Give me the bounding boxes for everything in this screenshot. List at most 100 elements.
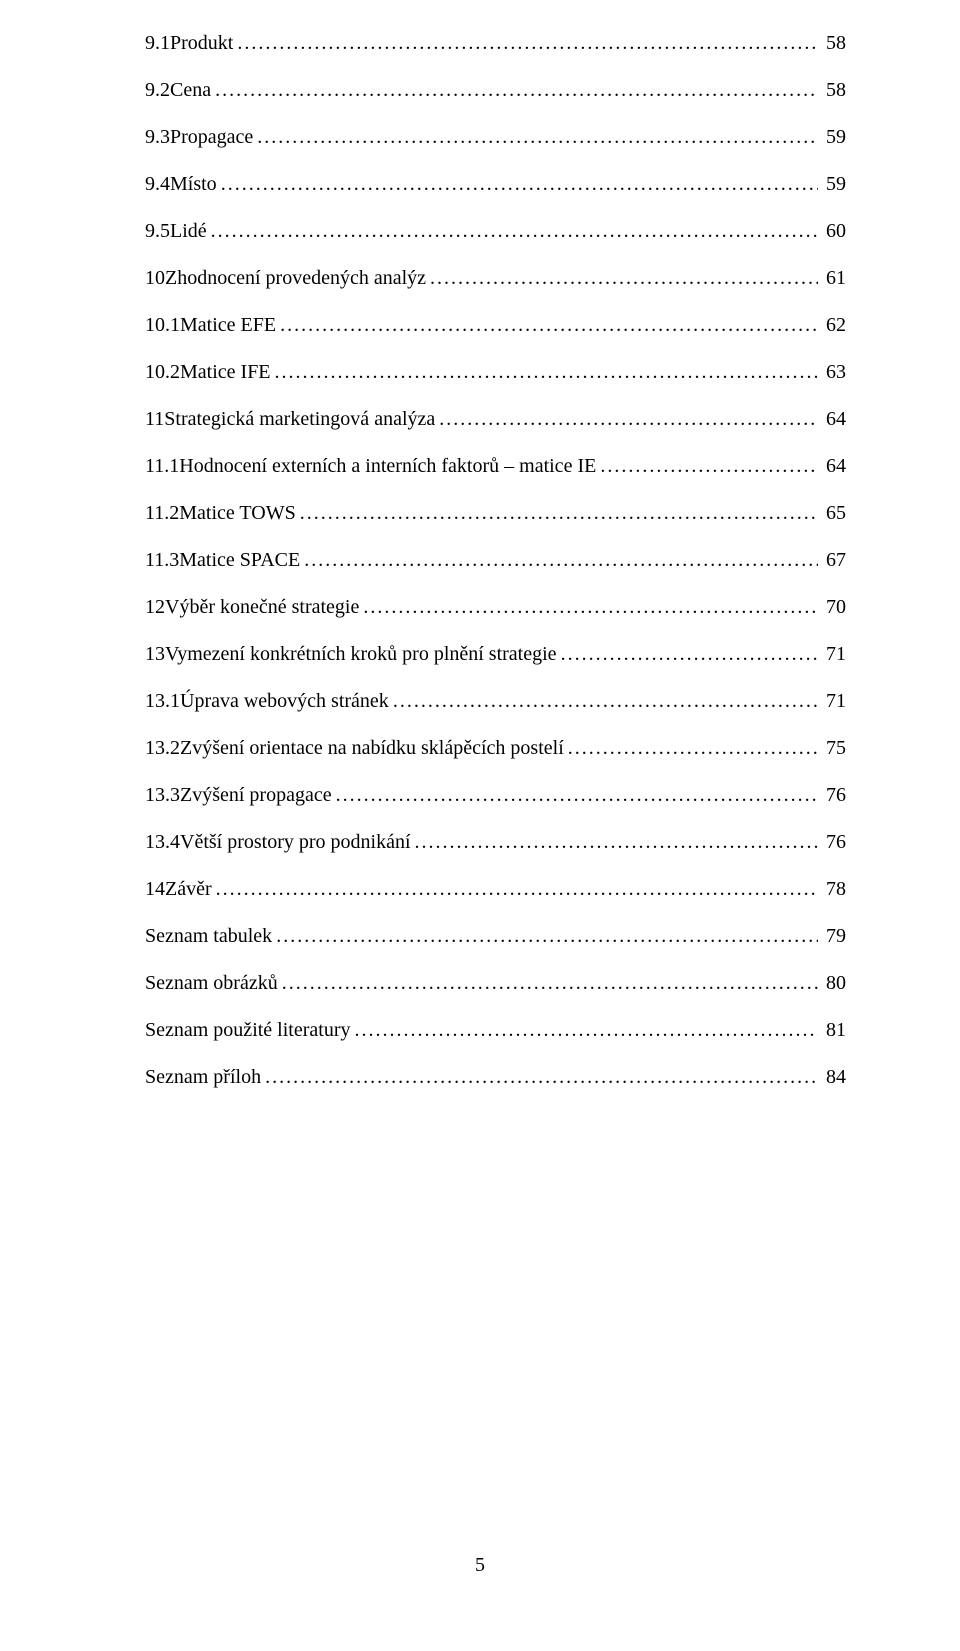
toc-entry-label: 11.3 [145, 537, 179, 584]
toc-entry: 9.3 Propagace...........................… [145, 114, 846, 161]
toc-leader-dots: ........................................… [212, 866, 818, 913]
toc-entry-page: 84 [818, 1054, 846, 1101]
toc-entry: 11 Strategická marketingová analýza.....… [145, 396, 846, 443]
toc-entry-title: Cena [170, 67, 211, 114]
toc-entry: 12 Výběr konečné strategie..............… [145, 584, 846, 631]
toc-leader-dots: ........................................… [233, 20, 818, 67]
toc-entry: 13.4 Větší prostory pro podnikání.......… [145, 819, 846, 866]
toc-entry-label: 12 [145, 584, 165, 631]
toc-entry-page: 70 [818, 584, 846, 631]
toc-entry-title: Matice IFE [180, 349, 271, 396]
toc-leader-dots: ........................................… [272, 913, 818, 960]
toc-entry-page: 81 [818, 1007, 846, 1054]
toc-entry-page: 64 [818, 443, 846, 490]
toc-entry: 13.1 Úprava webových stránek............… [145, 678, 846, 725]
toc-entry-page: 62 [818, 302, 846, 349]
toc-entry-page: 59 [818, 161, 846, 208]
toc-entry-title: Větší prostory pro podnikání [180, 819, 411, 866]
toc-entry: Seznam tabulek..........................… [145, 913, 846, 960]
toc-entry-title: Seznam obrázků [145, 960, 278, 1007]
toc-entry-title: Matice EFE [180, 302, 276, 349]
toc-entry-title: Úprava webových stránek [180, 678, 389, 725]
toc-entry-title: Seznam příloh [145, 1054, 261, 1101]
toc-entry-page: 65 [818, 490, 846, 537]
toc-entry: Seznam příloh...........................… [145, 1054, 846, 1101]
toc-entry: Seznam použité literatury...............… [145, 1007, 846, 1054]
toc-entry-page: 61 [818, 255, 846, 302]
toc-entry-label: 14 [145, 866, 165, 913]
toc-leader-dots: ........................................… [276, 302, 818, 349]
toc-entry: 14 Závěr................................… [145, 866, 846, 913]
toc-leader-dots: ........................................… [557, 631, 818, 678]
toc-entry-label: 13.1 [145, 678, 180, 725]
toc-entry-label: 9.5 [145, 208, 170, 255]
toc-entry: 9.2 Cena................................… [145, 67, 846, 114]
toc-leader-dots: ........................................… [278, 960, 818, 1007]
toc-entry-label: 13.4 [145, 819, 180, 866]
toc-entry-label: 9.4 [145, 161, 170, 208]
toc-leader-dots: ........................................… [300, 537, 818, 584]
toc-entry-title: Zvýšení propagace [180, 772, 332, 819]
toc-entry-label: 11 [145, 396, 164, 443]
toc-entry-page: 76 [818, 772, 846, 819]
toc-entry-page: 67 [818, 537, 846, 584]
toc-entry-page: 80 [818, 960, 846, 1007]
toc-entry-label: 9.1 [145, 20, 170, 67]
toc-entry-title: Produkt [170, 20, 233, 67]
toc-leader-dots: ........................................… [211, 67, 818, 114]
toc-entry-title: Vymezení konkrétních kroků pro plnění st… [165, 631, 557, 678]
toc-leader-dots: ........................................… [271, 349, 818, 396]
toc-entry-title: Matice SPACE [179, 537, 300, 584]
toc-entry: 9.1 Produkt.............................… [145, 20, 846, 67]
toc-entry-page: 58 [818, 67, 846, 114]
toc-entry-title: Zhodnocení provedených analýz [165, 255, 426, 302]
toc-entry: 10.1 Matice EFE.........................… [145, 302, 846, 349]
toc-entry-title: Lidé [170, 208, 207, 255]
toc-entry-page: 79 [818, 913, 846, 960]
toc-entry-title: Místo [170, 161, 217, 208]
toc-entry-title: Závěr [165, 866, 212, 913]
toc-entry-page: 71 [818, 678, 846, 725]
toc-entry-title: Strategická marketingová analýza [164, 396, 435, 443]
toc-entry: 10 Zhodnocení provedených analýz........… [145, 255, 846, 302]
toc-entry: 11.2 Matice TOWS........................… [145, 490, 846, 537]
toc-entry-page: 75 [818, 725, 846, 772]
toc-leader-dots: ........................................… [350, 1007, 818, 1054]
toc-entry-title: Seznam tabulek [145, 913, 272, 960]
page-number: 5 [0, 1554, 960, 1577]
toc-entry-title: Zvýšení orientace na nabídku sklápěcích … [180, 725, 564, 772]
toc-entry-page: 76 [818, 819, 846, 866]
toc-entry-title: Propagace [170, 114, 253, 161]
toc-leader-dots: ........................................… [296, 490, 818, 537]
toc-entry: 9.5 Lidé................................… [145, 208, 846, 255]
toc-entry-page: 78 [818, 866, 846, 913]
toc-entry: 13.2 Zvýšení orientace na nabídku sklápě… [145, 725, 846, 772]
toc-entry-title: Hodnocení externích a interních faktorů … [179, 443, 596, 490]
toc-entry-label: 13.2 [145, 725, 180, 772]
toc-entry-label: 10.1 [145, 302, 180, 349]
toc-entry-label: 11.2 [145, 490, 179, 537]
toc-entry: 11.1 Hodnocení externích a interních fak… [145, 443, 846, 490]
toc-entry-page: 63 [818, 349, 846, 396]
page: 9.1 Produkt.............................… [0, 0, 960, 1651]
toc-entry-label: 9.2 [145, 67, 170, 114]
toc-leader-dots: ........................................… [389, 678, 818, 725]
toc-leader-dots: ........................................… [332, 772, 818, 819]
toc-entry-page: 60 [818, 208, 846, 255]
toc-entry-title: Seznam použité literatury [145, 1007, 350, 1054]
toc-leader-dots: ........................................… [411, 819, 818, 866]
toc-entry: 10.2 Matice IFE.........................… [145, 349, 846, 396]
table-of-contents: 9.1 Produkt.............................… [145, 20, 846, 1101]
toc-leader-dots: ........................................… [217, 161, 818, 208]
toc-entry-label: 10.2 [145, 349, 180, 396]
toc-entry-label: 13 [145, 631, 165, 678]
toc-entry-page: 71 [818, 631, 846, 678]
toc-leader-dots: ........................................… [564, 725, 818, 772]
toc-leader-dots: ........................................… [207, 208, 818, 255]
toc-entry-page: 58 [818, 20, 846, 67]
toc-entry-title: Výběr konečné strategie [165, 584, 359, 631]
toc-entry-label: 10 [145, 255, 165, 302]
toc-entry-label: 13.3 [145, 772, 180, 819]
toc-leader-dots: ........................................… [253, 114, 818, 161]
toc-leader-dots: ........................................… [596, 443, 818, 490]
